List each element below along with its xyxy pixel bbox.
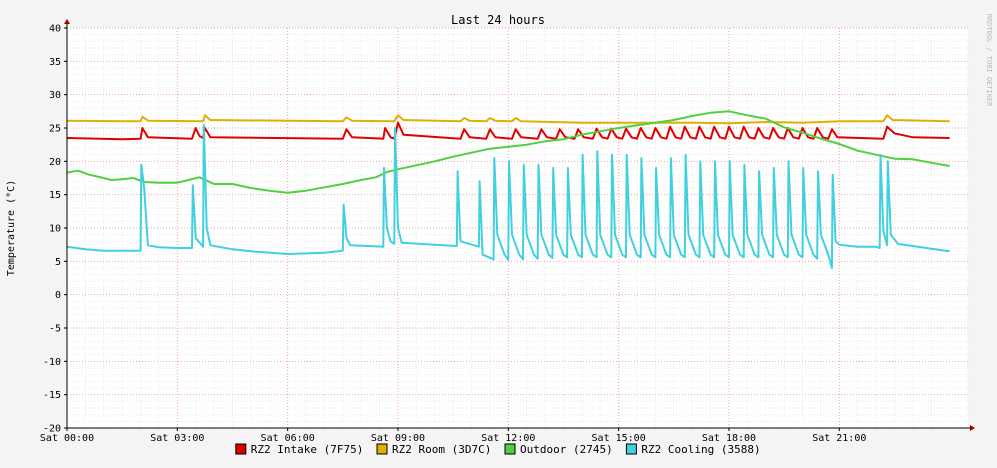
chart-title: Last 24 hours — [451, 13, 545, 27]
y-tick-label: 10 — [49, 224, 61, 235]
y-tick-label: 25 — [49, 124, 61, 135]
y-tick-label: 20 — [49, 157, 61, 168]
y-tick-label: -15 — [43, 390, 61, 401]
y-tick-label: 5 — [55, 257, 61, 268]
legend-swatch-0 — [235, 443, 247, 455]
series-line-0 — [66, 121, 950, 141]
y-tick-label: -10 — [43, 357, 61, 368]
legend-label-3: RZ2 Cooling (3588) — [641, 443, 760, 456]
x-tick-label: Sat 12:00 — [481, 433, 535, 444]
series-line-2 — [66, 110, 950, 194]
x-tick-label: Sat 00:00 — [40, 433, 94, 444]
x-tick-label: Sat 09:00 — [371, 433, 425, 444]
y-tick-label: 30 — [49, 90, 61, 101]
legend-swatch-3 — [625, 443, 637, 455]
series-line-3 — [66, 123, 950, 269]
x-tick-label: Sat 03:00 — [150, 433, 204, 444]
watermark: RRDTOOL / TOBI OETIKER — [985, 14, 993, 108]
y-tick-label: 40 — [49, 24, 61, 35]
y-tick-label: 0 — [55, 290, 61, 301]
legend-swatch-1 — [376, 443, 388, 455]
legend-label-0: RZ2 Intake (7F75) — [251, 443, 364, 456]
x-tick-label: Sat 18:00 — [702, 433, 756, 444]
x-tick-label: Sat 06:00 — [261, 433, 315, 444]
y-axis-label: Temperature (°C) — [6, 180, 17, 276]
series-layer — [66, 110, 950, 269]
x-tick-label: Sat 15:00 — [592, 433, 646, 444]
series-line-1 — [66, 114, 950, 125]
y-tick-label: -5 — [49, 324, 61, 335]
grid-layer — [66, 27, 969, 429]
y-tick-label: 35 — [49, 57, 61, 68]
y-axis-arrow — [64, 19, 70, 24]
y-tick-label: -20 — [43, 424, 61, 435]
legend-label-1: RZ2 Room (3D7C) — [392, 443, 491, 456]
legend-swatch-2 — [504, 443, 516, 455]
legend: RZ2 Intake (7F75) RZ2 Room (3D7C) Outdoor … — [235, 443, 761, 456]
legend-label-2: Outdoor (2745) — [520, 443, 613, 456]
x-tick-label: Sat 21:00 — [812, 433, 866, 444]
y-tick-label: 15 — [49, 190, 61, 201]
x-axis-arrow — [970, 425, 975, 431]
